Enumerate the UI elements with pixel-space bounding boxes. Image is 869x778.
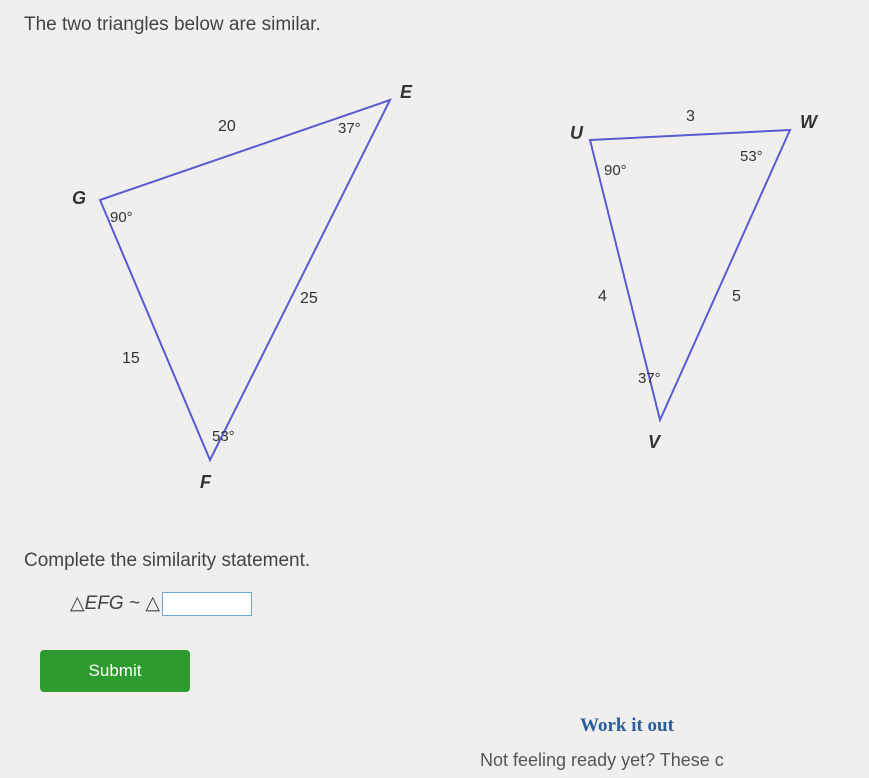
- triangles-diagram: G E F 90° 37° 53° 20 25 15 U W V 90° 53°…: [0, 50, 869, 490]
- work-it-out-link[interactable]: Work it out: [580, 715, 674, 737]
- answer-input[interactable]: [162, 592, 252, 616]
- vertex-u: U: [570, 123, 583, 144]
- vertex-v: V: [648, 432, 660, 453]
- triangle-symbol-1: △: [70, 593, 85, 614]
- angle-e: 37°: [338, 120, 361, 137]
- triangles-svg: [0, 50, 869, 490]
- submit-button[interactable]: Submit: [40, 650, 190, 692]
- complete-statement-label: Complete the similarity statement.: [24, 550, 310, 572]
- triangle-name-efg: EFG: [85, 593, 124, 614]
- side-uv: 4: [598, 288, 607, 306]
- angle-u: 90°: [604, 162, 627, 179]
- prompt-text: The two triangles below are similar.: [24, 14, 321, 36]
- angle-v: 37°: [638, 370, 661, 387]
- side-wv: 5: [732, 288, 741, 306]
- angle-g: 90°: [110, 209, 133, 226]
- vertex-g: G: [72, 188, 86, 209]
- triangle-efg: [100, 100, 390, 460]
- similarity-statement: △EFG ~ △: [70, 592, 252, 616]
- not-ready-text: Not feeling ready yet? These c: [480, 750, 724, 771]
- vertex-f: F: [200, 472, 211, 493]
- side-gf: 15: [122, 350, 140, 368]
- side-ef: 25: [300, 290, 318, 308]
- vertex-e: E: [400, 82, 412, 103]
- triangle-symbol-2: △: [145, 593, 160, 614]
- similar-tilde: ~: [124, 593, 146, 614]
- side-uw: 3: [686, 108, 695, 126]
- vertex-w: W: [800, 112, 817, 133]
- angle-f: 53°: [212, 428, 235, 445]
- angle-w: 53°: [740, 148, 763, 165]
- side-ge: 20: [218, 118, 236, 136]
